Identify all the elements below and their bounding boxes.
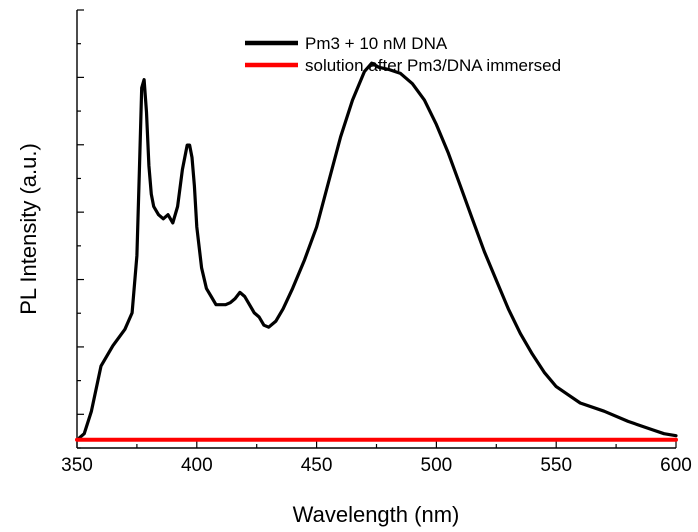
x-tick-label: 500 xyxy=(421,455,453,476)
x-tick-label: 400 xyxy=(181,455,213,476)
legend-label-series-2: solution after Pm3/DNA immersed xyxy=(305,56,561,75)
legend: Pm3 + 10 nM DNA solution after Pm3/DNA i… xyxy=(245,34,561,75)
x-tick-label: 450 xyxy=(301,455,333,476)
ticks: 350 400 450 500 550 600 xyxy=(61,9,692,476)
x-axis-title: Wavelength (nm) xyxy=(293,502,460,527)
x-tick-label: 350 xyxy=(61,455,93,476)
legend-label-series-1: Pm3 + 10 nM DNA xyxy=(305,34,448,53)
series-line-1 xyxy=(77,61,678,440)
plot-frame xyxy=(76,10,676,449)
x-tick-label: 550 xyxy=(540,455,572,476)
x-tick-label: 600 xyxy=(660,455,692,476)
series-layer xyxy=(75,61,678,442)
y-axis-title: PL Intensity (a.u.) xyxy=(16,143,41,315)
